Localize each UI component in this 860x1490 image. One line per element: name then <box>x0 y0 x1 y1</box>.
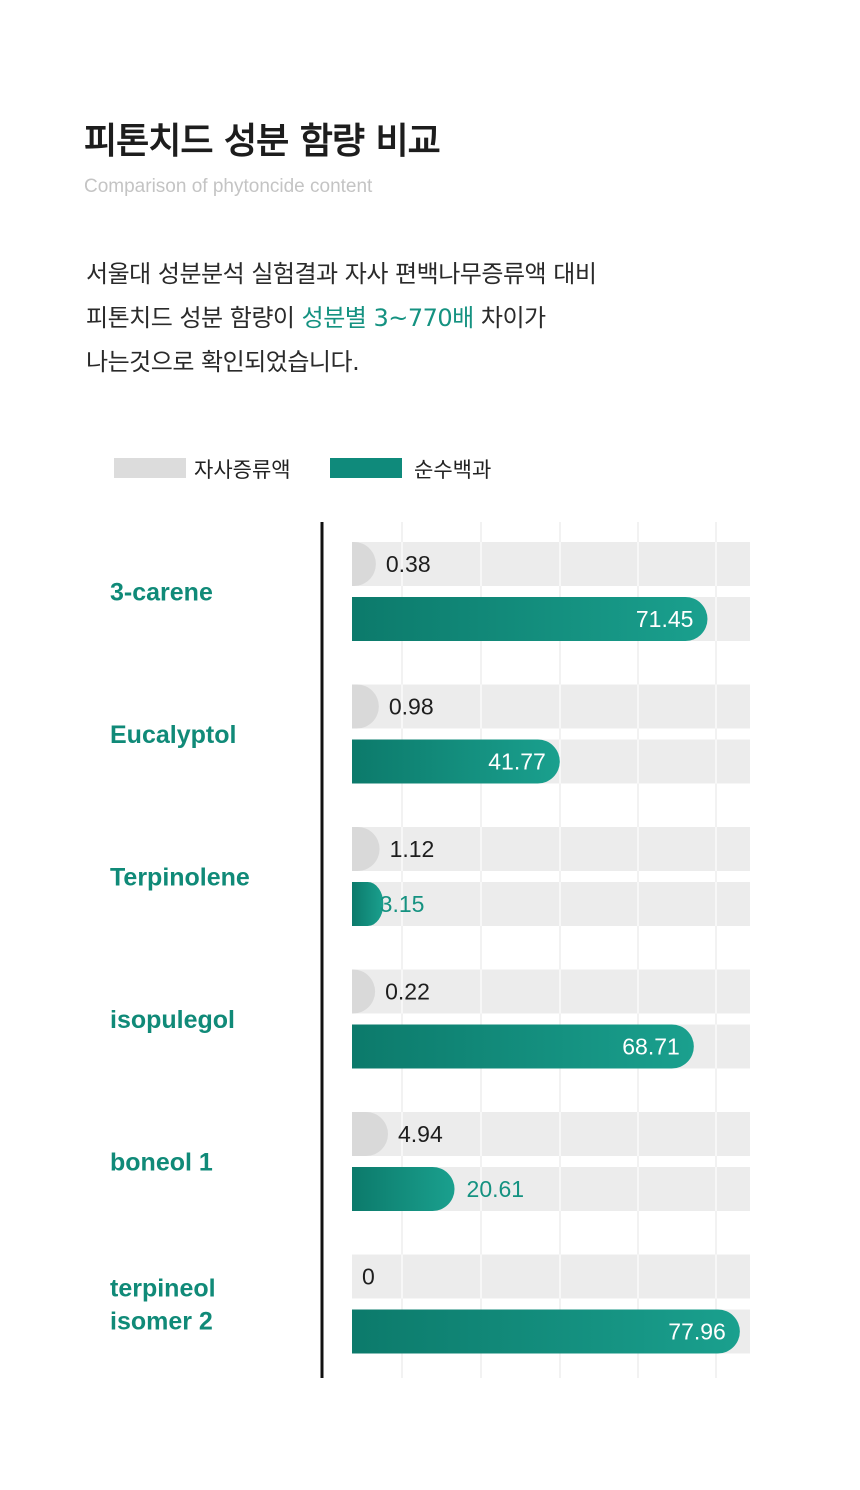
category-label: Eucalyptol <box>110 721 236 749</box>
category-label: terpineol <box>110 1275 216 1303</box>
description: 서울대 성분분석 실험결과 자사 편백나무증류액 대비 피톤치드 성분 함량이 … <box>86 252 786 384</box>
category-label: boneol 1 <box>110 1149 213 1177</box>
category-label: 3-carene <box>110 579 213 607</box>
bar-pure <box>352 882 384 926</box>
page-subtitle: Comparison of phytoncide content <box>84 176 373 197</box>
bar-company <box>352 969 376 1014</box>
legend-swatch-company <box>114 458 186 478</box>
bar-company <box>352 684 379 729</box>
value-label-company: 0.98 <box>389 694 434 720</box>
description-line-2-prefix: 피톤치드 성분 함량이 <box>86 304 302 332</box>
value-label-pure: 3.15 <box>380 891 425 917</box>
category-label: isomer 2 <box>110 1308 213 1336</box>
page-title: 피톤치드 성분 함량 비교 <box>84 121 441 162</box>
bar-track <box>352 969 750 1014</box>
value-label-company: 4.94 <box>398 1121 443 1147</box>
description-highlight: 성분별 3~770배 <box>301 304 475 332</box>
bar-company <box>352 1112 388 1156</box>
value-label-pure: 68.71 <box>622 1034 680 1060</box>
bar-pure <box>352 597 708 641</box>
description-line-3: 나는것으로 확인되었습니다. <box>86 348 360 376</box>
value-label-pure: 41.77 <box>488 749 546 775</box>
legend-swatch-pure <box>330 458 402 478</box>
value-label-company: 0.22 <box>385 979 430 1005</box>
category-label: isopulegol <box>110 1006 235 1034</box>
legend-label-pure: 순수백과 <box>414 458 492 482</box>
bar-pure <box>352 1309 740 1354</box>
value-label-company: 1.12 <box>390 836 435 862</box>
bar-track <box>352 542 750 586</box>
value-label-pure: 77.96 <box>668 1319 726 1345</box>
description-line-2: 피톤치드 성분 함량이 성분별 3~770배 차이가 <box>86 296 786 340</box>
bar-track <box>352 684 750 729</box>
description-line-1: 서울대 성분분석 실험결과 자사 편백나무증류액 대비 <box>86 260 597 288</box>
bar-company <box>352 827 380 871</box>
value-label-company: 0 <box>362 1264 375 1290</box>
bar-pure <box>352 739 560 784</box>
bar-track <box>352 1254 750 1299</box>
bar-track <box>352 827 750 871</box>
value-label-company: 0.38 <box>386 551 431 577</box>
legend-label-company: 자사증류액 <box>194 458 291 482</box>
bar-track <box>352 1112 750 1156</box>
description-line-2-suffix: 차이가 <box>473 304 546 332</box>
value-label-pure: 20.61 <box>467 1176 525 1202</box>
bar-pure <box>352 1167 455 1211</box>
category-label: Terpinolene <box>110 864 250 892</box>
bar-pure <box>352 1024 694 1069</box>
bar-track <box>352 882 750 926</box>
bar-company <box>352 542 376 586</box>
value-label-pure: 71.45 <box>636 606 694 632</box>
